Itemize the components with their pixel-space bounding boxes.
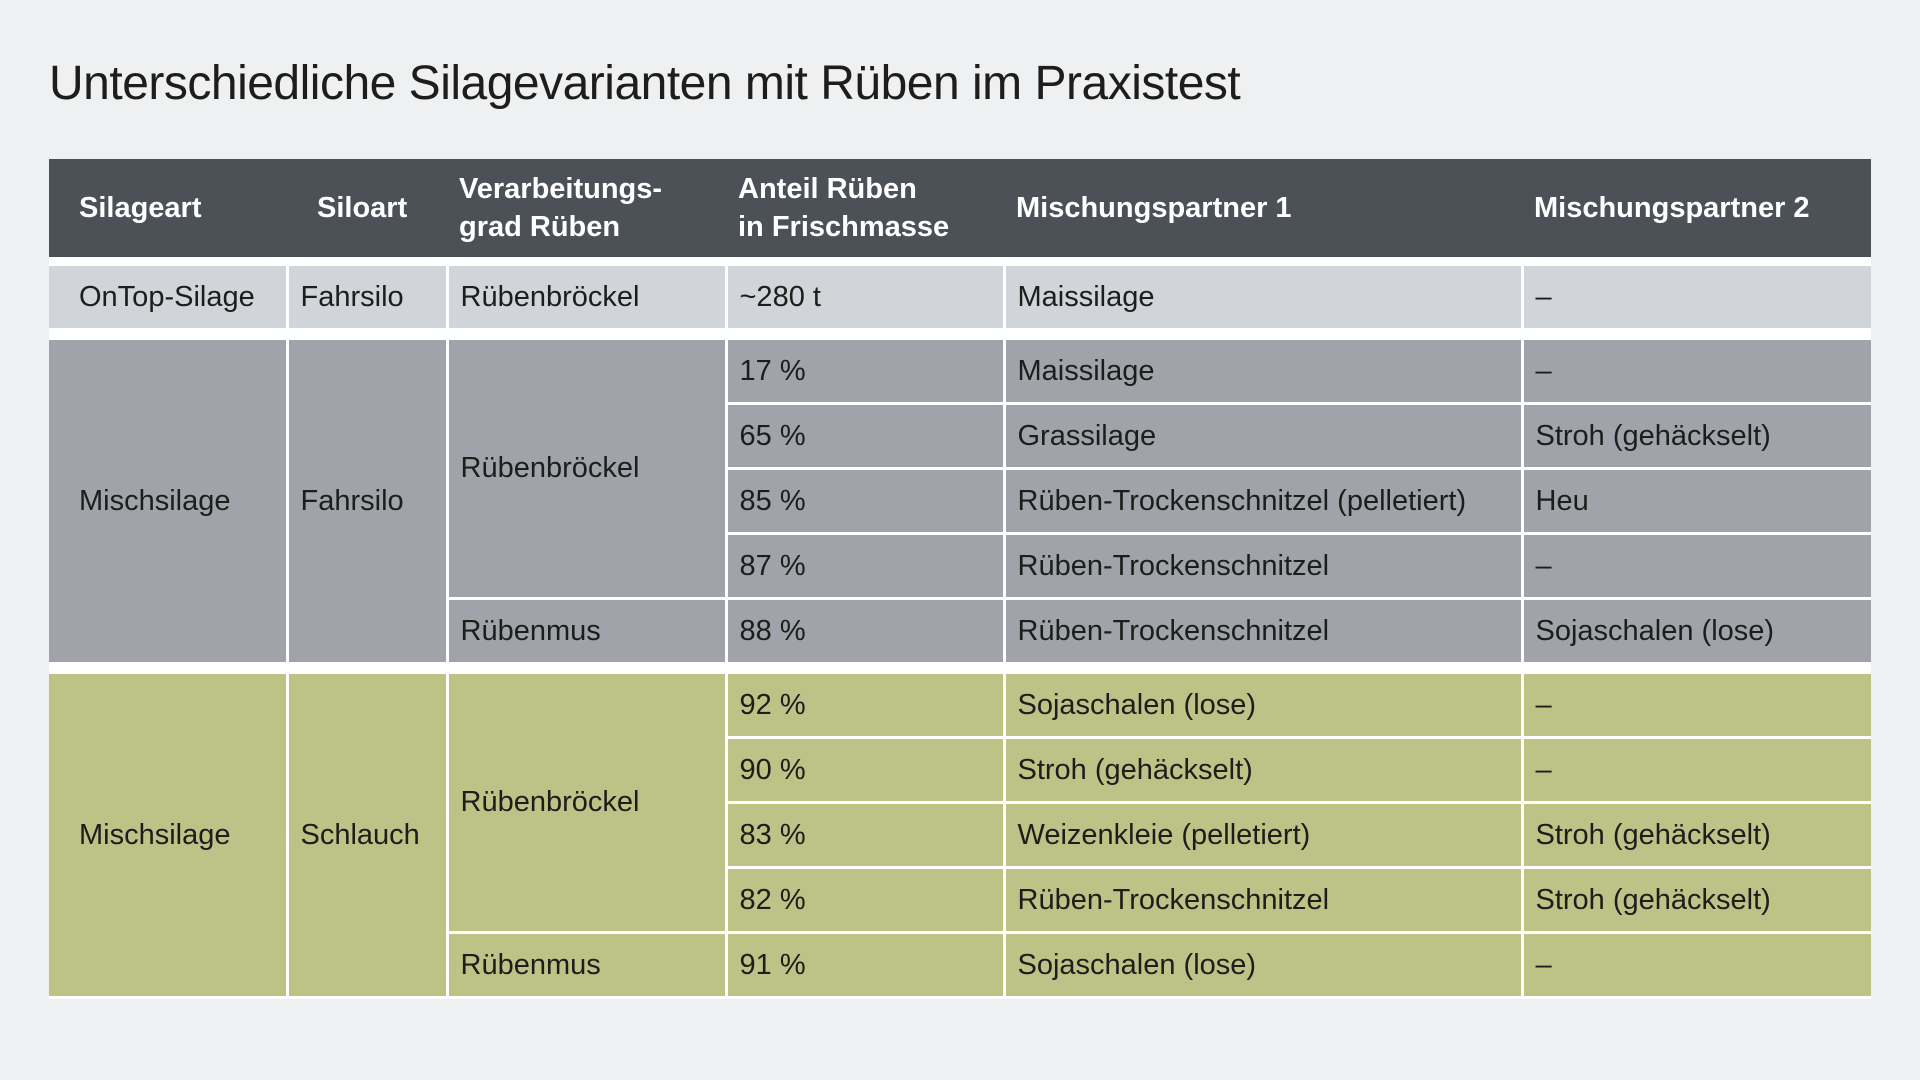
cell-siloart: Fahrsilo	[285, 340, 449, 665]
spacer-row	[49, 329, 1871, 340]
cell-partner1: Rüben-Trockenschnitzel	[1002, 866, 1524, 934]
spacer-cell	[49, 329, 1871, 340]
cell-anteil: 90 %	[724, 736, 1006, 804]
cell-partner1: Rüben-Trockenschnitzel	[1002, 532, 1524, 600]
cell-partner2: Stroh (gehäckselt)	[1520, 402, 1871, 470]
table-row: OnTop-Silage Fahrsilo Rübenbröckel ~280 …	[49, 266, 1871, 331]
cell-partner1: Rüben-Trockenschnitzel (pelletiert)	[1002, 467, 1524, 535]
cell-partner1: Rüben-Trockenschnitzel	[1002, 597, 1524, 665]
cell-silageart: Mischsilage	[49, 674, 289, 999]
cell-partner2: –	[1520, 340, 1871, 405]
table-row: Rübenmus 88 % Rüben-Trockenschnitzel Soj…	[49, 597, 1871, 665]
cell-partner2: –	[1520, 736, 1871, 804]
table-row: 85 % Rüben-Trockenschnitzel (pelletiert)…	[49, 467, 1871, 535]
cell-silageart: OnTop-Silage	[49, 266, 289, 331]
cell-partner2: –	[1520, 266, 1871, 331]
cell-anteil: 82 %	[724, 866, 1006, 934]
spacer-row	[49, 663, 1871, 674]
cell-partner1: Maissilage	[1002, 340, 1524, 405]
spacer-cell	[49, 257, 1871, 266]
header-verarbeitungsgrad-text: Verarbeitungs- grad Rüben	[459, 173, 663, 243]
cell-grad: Rübenbröckel	[445, 674, 728, 934]
table-row: 87 % Rüben-Trockenschnitzel –	[49, 532, 1871, 600]
cell-anteil: 85 %	[724, 467, 1006, 535]
cell-siloart: Schlauch	[285, 674, 449, 999]
spacer-row	[49, 257, 1871, 266]
cell-partner1: Weizenkleie (pelletiert)	[1002, 801, 1524, 869]
cell-grad: Rübenbröckel	[445, 266, 728, 331]
header-anteil-text: Anteil Rüben in Frischmasse	[738, 173, 950, 243]
cell-grad: Rübenmus	[445, 931, 728, 999]
table-row: Mischsilage Fahrsilo Rübenbröckel 17 % M…	[49, 340, 1871, 665]
cell-anteil: 91 %	[724, 931, 1006, 999]
page-title: Unterschiedliche Silagevarianten mit Rüb…	[49, 57, 1241, 110]
cell-partner1: Stroh (gehäckselt)	[1002, 736, 1524, 804]
header-partner2: Mischungspartner 2	[1522, 159, 1871, 257]
cell-siloart: Fahrsilo	[285, 266, 449, 331]
cell-grad: Rübenbröckel	[445, 340, 728, 600]
silage-table: Silageart Siloart Verarbeitungs- grad Rü…	[49, 159, 1871, 999]
cell-partner2: Stroh (gehäckselt)	[1520, 866, 1871, 934]
cell-partner2: Sojaschalen (lose)	[1520, 597, 1871, 665]
table-row: Rübenmus 91 % Sojaschalen (lose) –	[49, 931, 1871, 999]
table-row: Mischsilage Schlauch Rübenbröckel 92 % S…	[49, 674, 1871, 999]
cell-grad: Rübenmus	[445, 597, 728, 665]
table-row: 82 % Rüben-Trockenschnitzel Stroh (gehäc…	[49, 866, 1871, 934]
cell-partner1: Maissilage	[1002, 266, 1524, 331]
cell-silageart: Mischsilage	[49, 340, 289, 665]
table-header-row: Silageart Siloart Verarbeitungs- grad Rü…	[49, 159, 1871, 257]
cell-partner2: –	[1520, 532, 1871, 600]
table-row: 90 % Stroh (gehäckselt) –	[49, 736, 1871, 804]
cell-anteil: 88 %	[724, 597, 1006, 665]
cell-partner1: Sojaschalen (lose)	[1002, 931, 1524, 999]
cell-anteil: 65 %	[724, 402, 1006, 470]
cell-partner2: Stroh (gehäckselt)	[1520, 801, 1871, 869]
table-row: 65 % Grassilage Stroh (gehäckselt)	[49, 402, 1871, 470]
cell-partner2: –	[1520, 674, 1871, 739]
cell-anteil: 17 %	[724, 340, 1006, 405]
header-partner1: Mischungspartner 1	[1004, 159, 1522, 257]
cell-anteil: 83 %	[724, 801, 1006, 869]
cell-partner2: Heu	[1520, 467, 1871, 535]
table-row: 83 % Weizenkleie (pelletiert) Stroh (geh…	[49, 801, 1871, 869]
cell-partner1: Grassilage	[1002, 402, 1524, 470]
cell-partner2: –	[1520, 931, 1871, 999]
spacer-cell	[49, 663, 1871, 674]
header-anteil: Anteil Rüben in Frischmasse	[726, 159, 1004, 257]
header-silageart: Silageart	[49, 159, 287, 257]
header-verarbeitungsgrad: Verarbeitungs- grad Rüben	[447, 159, 726, 257]
cell-partner1: Sojaschalen (lose)	[1002, 674, 1524, 739]
cell-anteil: 87 %	[724, 532, 1006, 600]
cell-anteil: 92 %	[724, 674, 1006, 739]
header-siloart: Siloart	[287, 159, 447, 257]
cell-anteil: ~280 t	[724, 266, 1006, 331]
